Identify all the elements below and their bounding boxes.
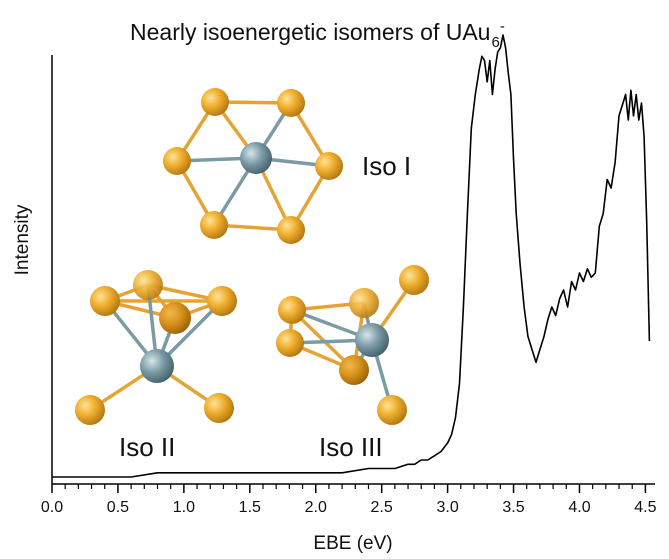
iso-i-label: Iso I: [362, 151, 411, 181]
x-axis-label: EBE (eV): [313, 533, 392, 554]
chart-title-text: Nearly isoenergetic isomers of UAu: [130, 19, 490, 45]
gold-atom: [75, 395, 105, 425]
chart-title-superscript: -: [500, 18, 505, 35]
gold-atom: [278, 296, 306, 324]
spectrum-line: [52, 34, 651, 478]
uranium-atom: [140, 349, 174, 383]
gold-atom: [200, 211, 228, 239]
x-tick-label: 1.0: [173, 499, 195, 516]
y-axis-label: Intensity: [12, 204, 33, 275]
gold-atom: [204, 393, 234, 423]
chart-title-subscript: 6: [491, 34, 499, 51]
gold-atom: [201, 88, 229, 116]
gold-atom: [277, 216, 305, 244]
gold-atom: [207, 286, 237, 316]
x-tick-label: 4.0: [568, 499, 590, 516]
chart-title: Nearly isoenergetic isomers of UAu 6 -: [130, 18, 505, 51]
gold-atom: [377, 395, 407, 425]
gold-atom: [339, 355, 369, 385]
gold-atom: [349, 288, 379, 318]
gold-atom: [163, 147, 191, 175]
iso-i-structure: [163, 88, 343, 244]
x-tick-label: 3.0: [436, 499, 458, 516]
gold-atom: [90, 286, 120, 316]
iso-iii-label: Iso III: [319, 432, 383, 462]
x-tick-label: 2.0: [305, 499, 327, 516]
uranium-atom: [240, 142, 272, 174]
x-tick-label: 3.5: [502, 499, 524, 516]
x-tick-label: 4.5: [634, 499, 656, 516]
gold-atom: [133, 270, 163, 300]
iso-iii-structure: [276, 265, 429, 425]
x-tick-label: 2.5: [371, 499, 393, 516]
x-tick-label: 0.0: [41, 499, 63, 516]
gold-atom: [399, 265, 429, 295]
uranium-atom: [355, 323, 389, 357]
gold-atom: [277, 89, 305, 117]
gold-atom: [159, 302, 191, 334]
iso-ii-structure: [75, 270, 237, 425]
x-axis-ticks: 0.0 0.5 1.0 1.5 2.0 2.5 3.0 3.5 4.0 4.5: [41, 484, 657, 516]
iso-ii-label: Iso II: [119, 432, 175, 462]
gold-atom: [315, 152, 343, 180]
gold-atom: [276, 329, 304, 357]
x-tick-label: 0.5: [107, 499, 129, 516]
plot-area: [51, 55, 655, 485]
x-tick-label: 1.5: [239, 499, 261, 516]
